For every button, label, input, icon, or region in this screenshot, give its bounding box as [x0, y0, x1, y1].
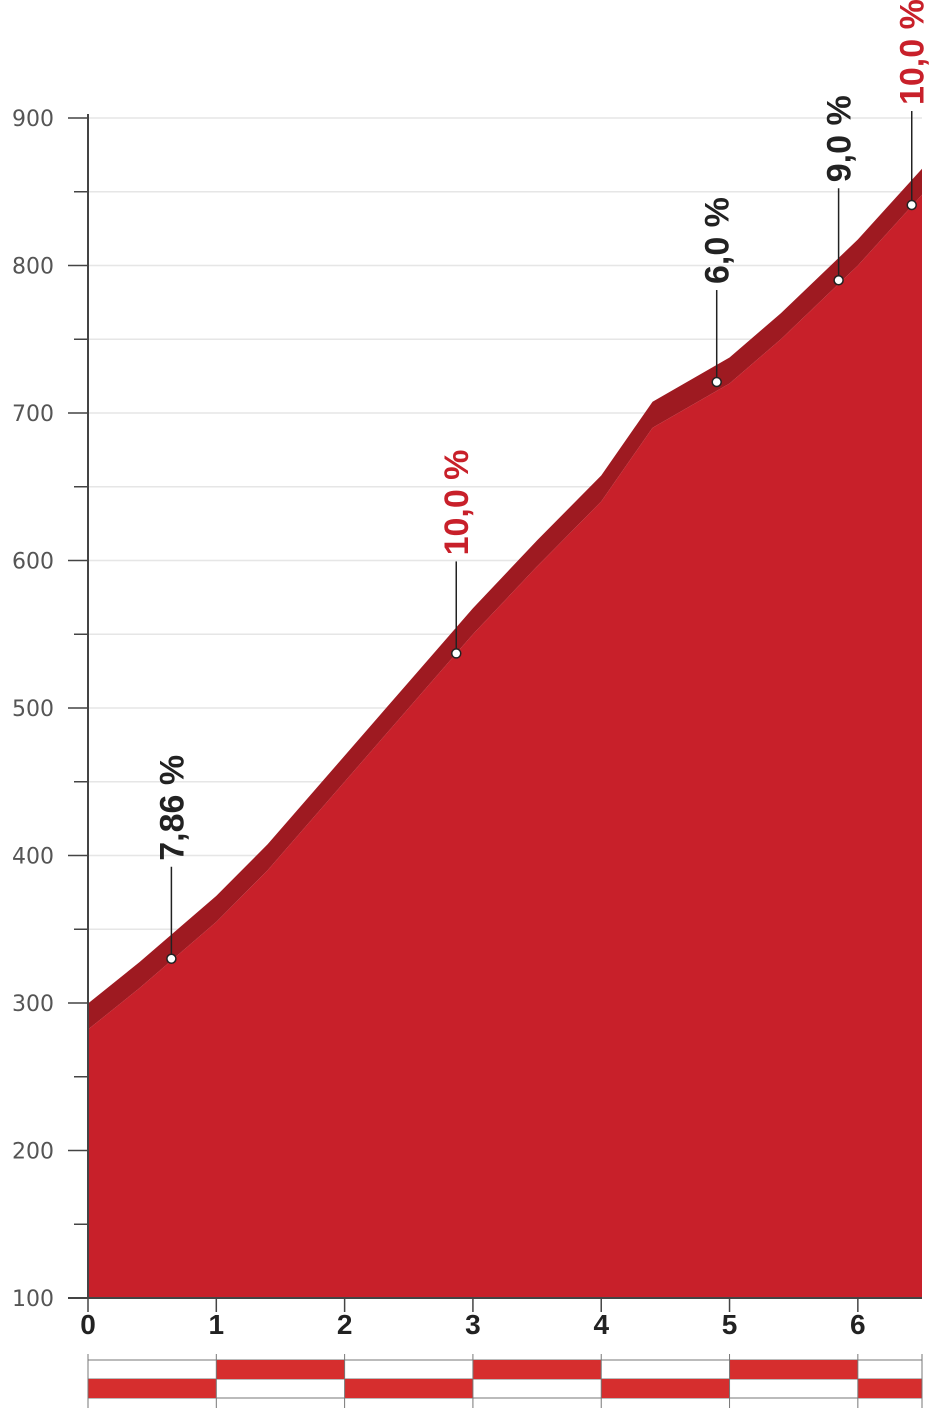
x-tick-label: 3: [465, 1309, 481, 1340]
y-tick-label: 800: [12, 255, 54, 280]
marker-point: [711, 376, 722, 388]
km-band-block: [344, 1379, 473, 1398]
x-tick-label: 6: [850, 1309, 866, 1340]
km-band-block: [857, 1379, 922, 1398]
y-tick-label: 400: [12, 845, 54, 870]
km-band-block: [88, 1379, 217, 1398]
y-tick-label: 500: [12, 697, 54, 722]
y-tick-label: 700: [12, 402, 54, 427]
km-band-block: [601, 1379, 730, 1398]
km-band-block: [472, 1360, 602, 1379]
y-axis-ticks: 100 200 300 400 500 600 700 800 900: [12, 107, 88, 1312]
gradient-label: 10,0 %: [894, 0, 932, 105]
gradient-label: 6,0 %: [699, 197, 737, 284]
y-tick-label: 900: [12, 107, 54, 132]
x-tick-label: 4: [593, 1309, 609, 1340]
km-band: [87, 1354, 923, 1408]
y-tick-label: 200: [12, 1140, 54, 1165]
marker-point: [906, 199, 917, 211]
km-band-block: [216, 1360, 345, 1379]
marker-point: [450, 648, 462, 659]
x-tick-label: 5: [722, 1309, 738, 1340]
gradient-markers: 7,86 % 10,0 % 6,0 % 9,0 % 10,0 %: [153, 0, 932, 964]
km-band-block: [729, 1360, 858, 1379]
x-tick-label: 1: [209, 1309, 225, 1340]
y-tick-label: 300: [12, 992, 54, 1017]
y-tick-label: 100: [12, 1287, 54, 1312]
x-tick-label: 2: [337, 1309, 353, 1340]
marker-point: [833, 275, 844, 286]
elevation-fill: [88, 194, 922, 1299]
x-tick-label: 0: [80, 1309, 96, 1340]
gradient-label: 7,86 %: [153, 755, 191, 861]
gradient-label: 10,0 %: [438, 450, 476, 556]
x-axis-ticks: 0 1 2 3 4 5 6: [80, 1298, 866, 1340]
y-tick-label: 600: [12, 550, 54, 575]
elevation-area: [88, 168, 922, 1299]
axes: [68, 114, 922, 1299]
gradient-label: 9,0 %: [821, 95, 859, 182]
marker-point: [166, 953, 177, 964]
